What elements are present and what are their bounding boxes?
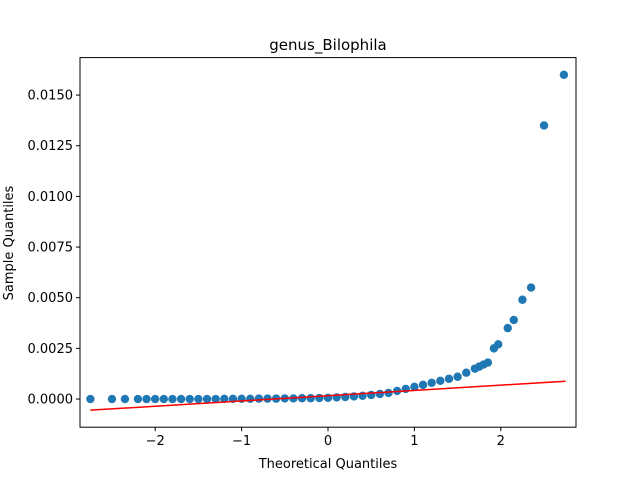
y-tick-label: 0.0100 [28, 190, 74, 205]
point [518, 295, 527, 304]
x-tick-label: 0 [324, 434, 332, 449]
point [526, 283, 536, 292]
point [410, 382, 419, 392]
point [150, 394, 160, 404]
y-tick-label: 0.0050 [28, 291, 74, 306]
point [444, 374, 454, 383]
point [297, 394, 307, 403]
point [509, 315, 518, 325]
point [220, 394, 229, 404]
y-tick-label: 0.0150 [28, 89, 74, 104]
point [483, 358, 493, 367]
point [185, 394, 194, 404]
point [436, 376, 445, 385]
point [246, 394, 255, 404]
point [315, 393, 324, 403]
x-tick-label: −1 [232, 434, 251, 449]
point [120, 394, 130, 404]
y-tick-label: 0.0000 [28, 393, 74, 408]
x-axis-label: Theoretical Quantiles [258, 457, 398, 472]
point [367, 390, 376, 400]
x-tick-label: 1 [410, 434, 418, 449]
point [462, 368, 471, 377]
point [427, 378, 436, 388]
plot-frame [79, 57, 577, 428]
point [194, 394, 203, 404]
point [176, 394, 186, 404]
point [453, 372, 462, 381]
point [254, 394, 264, 403]
fit-line [90, 380, 566, 411]
y-axis-label: Sample Quantiles [2, 185, 17, 300]
y-tick-label: 0.0125 [28, 139, 74, 154]
point [107, 394, 117, 404]
point [306, 394, 315, 403]
point [86, 394, 95, 404]
x-tick-label: −2 [146, 434, 165, 449]
point [133, 394, 143, 404]
x-tick-label: 2 [497, 434, 505, 449]
point [142, 394, 151, 404]
point [494, 340, 503, 349]
point [503, 323, 512, 333]
point [168, 394, 177, 404]
point [159, 394, 169, 404]
point [202, 394, 212, 404]
point [384, 388, 393, 398]
point [211, 394, 220, 404]
point [375, 389, 385, 399]
point [418, 380, 428, 390]
point [539, 121, 549, 130]
chart-title: genus_Bilophila [269, 36, 386, 55]
point [559, 70, 569, 80]
y-tick-label: 0.0025 [28, 342, 74, 357]
y-tick-label: 0.0075 [28, 241, 74, 256]
